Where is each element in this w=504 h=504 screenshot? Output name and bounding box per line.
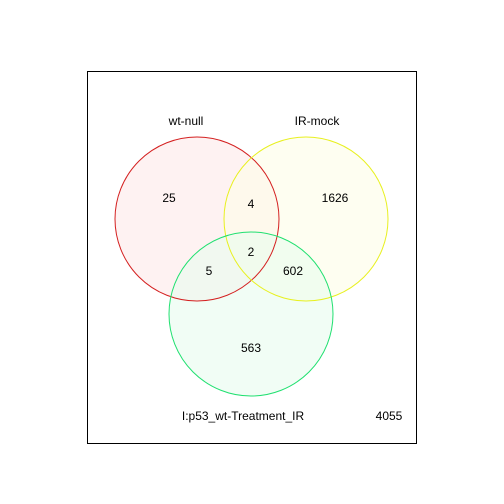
outside-count: 4055	[376, 409, 403, 423]
region-all-three: 2	[248, 245, 255, 259]
venn-frame	[87, 71, 417, 444]
treatment-circle	[168, 231, 334, 397]
region-only-treatment: 563	[241, 341, 261, 355]
set-label-ir-mock: IR-mock	[295, 114, 341, 128]
set-label-wt-null: wt-null	[168, 114, 204, 128]
region-wt-null-treatment: 5	[206, 264, 213, 278]
ir-mock-circle	[223, 136, 389, 302]
region-only-ir-mock: 1626	[322, 191, 349, 205]
region-only-wt-null: 25	[162, 191, 176, 205]
region-ir-mock-treatment: 602	[283, 264, 303, 278]
treatment-circle-fill	[169, 232, 333, 396]
region-wt-null-ir-mock: 4	[248, 197, 255, 211]
set-label-treatment: I:p53_wt-Treatment_IR	[182, 409, 305, 423]
wt-null-circle	[114, 136, 280, 302]
